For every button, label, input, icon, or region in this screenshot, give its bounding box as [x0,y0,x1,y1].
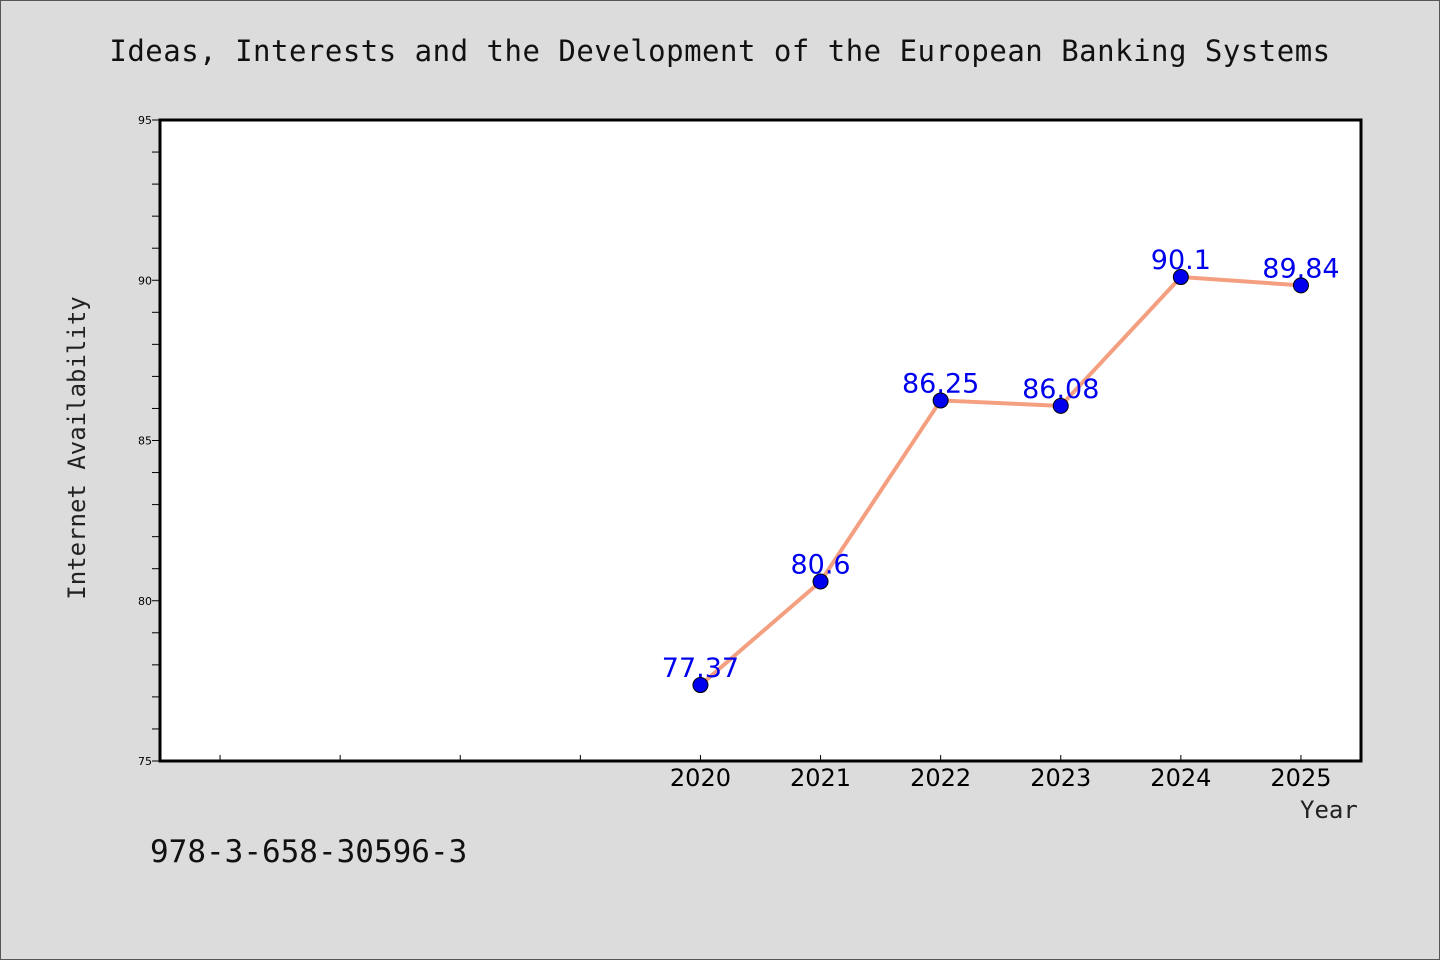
data-point [1172,269,1189,286]
data-point [692,677,709,694]
data-label: 90.1 [1151,245,1211,276]
x-tick-label: 2024 [1150,764,1211,792]
data-point [1052,397,1069,414]
data-label: 77.37 [662,653,739,684]
x-tick-label: 2023 [1030,764,1091,792]
data-label: 86.25 [902,368,979,399]
y-tick-label: 80 [138,595,152,608]
x-tick-label: 2022 [910,764,971,792]
x-axis-label: Year [1300,796,1358,824]
x-tick-label: 2020 [670,764,731,792]
series-line [698,275,1303,688]
isbn-label: 978-3-658-30596-3 [150,834,468,870]
data-label: 89.84 [1262,253,1339,284]
x-tick-label: 2021 [790,764,851,792]
data-point [932,392,949,409]
y-tick-label: 90 [138,274,152,287]
chart-title: Ideas, Interests and the Development of … [109,34,1331,68]
data-point [812,573,829,590]
x-tick-label: 2025 [1270,764,1331,792]
data-label: 86.08 [1022,374,1099,405]
data-label: 80.6 [790,550,850,581]
y-tick-label: 85 [138,435,152,448]
y-tick-label: 95 [138,114,152,127]
data-point [1292,277,1309,294]
y-tick-label: 75 [138,755,152,768]
plot-border [158,118,1363,763]
plot-area [160,120,1361,761]
y-axis-label: Internet Availability [63,296,91,600]
